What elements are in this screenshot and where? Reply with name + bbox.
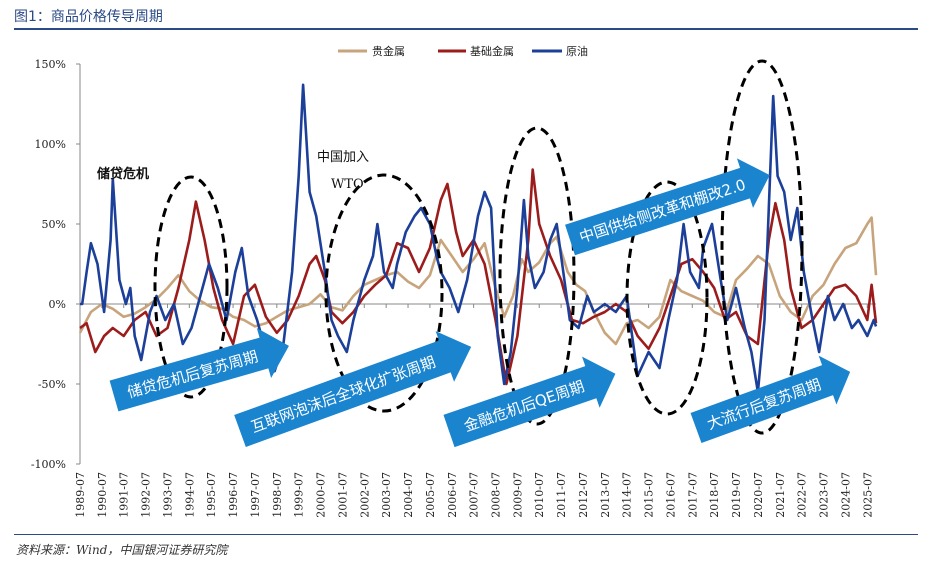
arrow-shape-sl-recovery xyxy=(109,328,289,412)
x-tick-label: 2020-07 xyxy=(752,472,765,518)
x-tick-label: 2013-07 xyxy=(599,472,612,518)
source-note: 资料来源：Wind，中国银河证券研究院 xyxy=(16,543,228,557)
x-tick-label: 2008-07 xyxy=(489,472,502,518)
legend-label-precious-metals: 贵金属 xyxy=(372,44,405,58)
x-tick-label: 2006-07 xyxy=(446,472,459,518)
x-tick-label: 2000-07 xyxy=(315,472,328,518)
x-tick-label: 2007-07 xyxy=(468,472,481,518)
arrow-china-supply-side: 中国供给侧改革和棚改2.0 xyxy=(565,158,770,256)
ellipse-2015-2017 xyxy=(625,180,709,416)
arrow-shape-china-supply-side xyxy=(565,158,770,256)
x-tick-label: 2025-07 xyxy=(861,472,874,518)
x-tick-label: 1995-07 xyxy=(205,472,218,518)
x-tick-label: 2019-07 xyxy=(730,472,743,518)
arrow-shape-dotcom-globalization xyxy=(234,331,472,447)
x-tick-label: 2002-07 xyxy=(358,472,371,518)
legend: 贵金属 基础金属 原油 xyxy=(338,44,588,58)
legend-label-crude-oil: 原油 xyxy=(566,44,588,58)
x-tick-label: 1990-07 xyxy=(96,472,109,518)
y-tick-label: 0% xyxy=(49,298,66,311)
annotation-china-wto-line2: WTO xyxy=(331,177,364,192)
series-line-precious-metals xyxy=(78,216,878,346)
top-rule xyxy=(14,28,918,30)
y-tick-label: 100% xyxy=(35,138,66,151)
x-tick-label: 1997-07 xyxy=(249,472,262,518)
x-tick-label: 1991-07 xyxy=(118,472,131,518)
x-tick-label: 2024-07 xyxy=(839,472,852,518)
bottom-rule xyxy=(14,534,918,535)
y-tick-label: -100% xyxy=(31,458,66,471)
x-tick-label: 2010-07 xyxy=(533,472,546,518)
x-tick-label: 2001-07 xyxy=(336,472,349,518)
x-tick-label: 1989-07 xyxy=(74,472,87,518)
x-tick-label: 2017-07 xyxy=(686,472,699,518)
legend-item-crude-oil: 原油 xyxy=(532,44,588,58)
cycle-ellipses xyxy=(153,59,804,435)
x-tick-label: 1996-07 xyxy=(227,472,240,518)
x-tick-label: 2016-07 xyxy=(664,472,677,518)
x-tick-label: 1992-07 xyxy=(140,472,153,518)
x-tick-label: 1998-07 xyxy=(271,472,284,518)
series-line-base-metals xyxy=(79,168,878,386)
arrow-pandemic-recovery: 大流行后复苏周期 xyxy=(690,355,851,444)
ellipse-2008-2011 xyxy=(498,126,576,426)
axes: -100% -50% 0% 50% 100% 150% 1989-07 1990-07 1991… xyxy=(31,58,876,518)
annotation-sl-crisis: 储贷危机 xyxy=(96,166,149,182)
ellipse-2001-2005 xyxy=(324,173,444,413)
ellipse-2020-2022 xyxy=(720,59,804,435)
y-tick-label: 50% xyxy=(42,218,66,231)
x-tick-label: 2023-07 xyxy=(818,472,831,518)
legend-item-precious-metals: 贵金属 xyxy=(338,44,405,58)
legend-label-base-metals: 基础金属 xyxy=(470,44,514,58)
x-tick-label: 2009-07 xyxy=(511,472,524,518)
x-tick-label: 2012-07 xyxy=(577,472,590,518)
y-tick-label: -50% xyxy=(38,378,66,391)
x-tick-label: 2011-07 xyxy=(555,472,568,518)
x-tick-label: 2014-07 xyxy=(621,472,634,518)
series-group xyxy=(78,83,878,394)
series-line-crude-oil xyxy=(80,83,878,394)
x-tick-label: 1994-07 xyxy=(183,472,196,518)
legend-item-base-metals: 基础金属 xyxy=(438,44,514,58)
annotation-china-wto-line1: 中国加入 xyxy=(317,150,369,165)
arrow-shape-pandemic-recovery xyxy=(690,355,851,444)
ellipse-1993-1995 xyxy=(153,175,229,399)
chart: 贵金属 基础金属 原油 -100% -50% 0% 50% 100% 150% 1989-0… xyxy=(31,44,878,518)
y-tick-label: 150% xyxy=(35,58,66,71)
x-tick-label: 1999-07 xyxy=(293,472,306,518)
x-tick-label: 2015-07 xyxy=(643,472,656,518)
x-tick-label: 2022-07 xyxy=(796,472,809,518)
arrow-shape-gfc-qe xyxy=(443,356,616,448)
x-tick-label: 2004-07 xyxy=(402,472,415,518)
x-tick-label: 2003-07 xyxy=(380,472,393,518)
x-tick-label: 2018-07 xyxy=(708,472,721,518)
arrow-gfc-qe: 金融危机后QE周期 xyxy=(443,356,616,448)
x-tick-label: 2005-07 xyxy=(424,472,437,518)
x-tick-label: 1993-07 xyxy=(161,472,174,518)
x-tick-label: 2021-07 xyxy=(774,472,787,518)
figure-title: 图1：商品价格传导周期 xyxy=(14,9,163,25)
